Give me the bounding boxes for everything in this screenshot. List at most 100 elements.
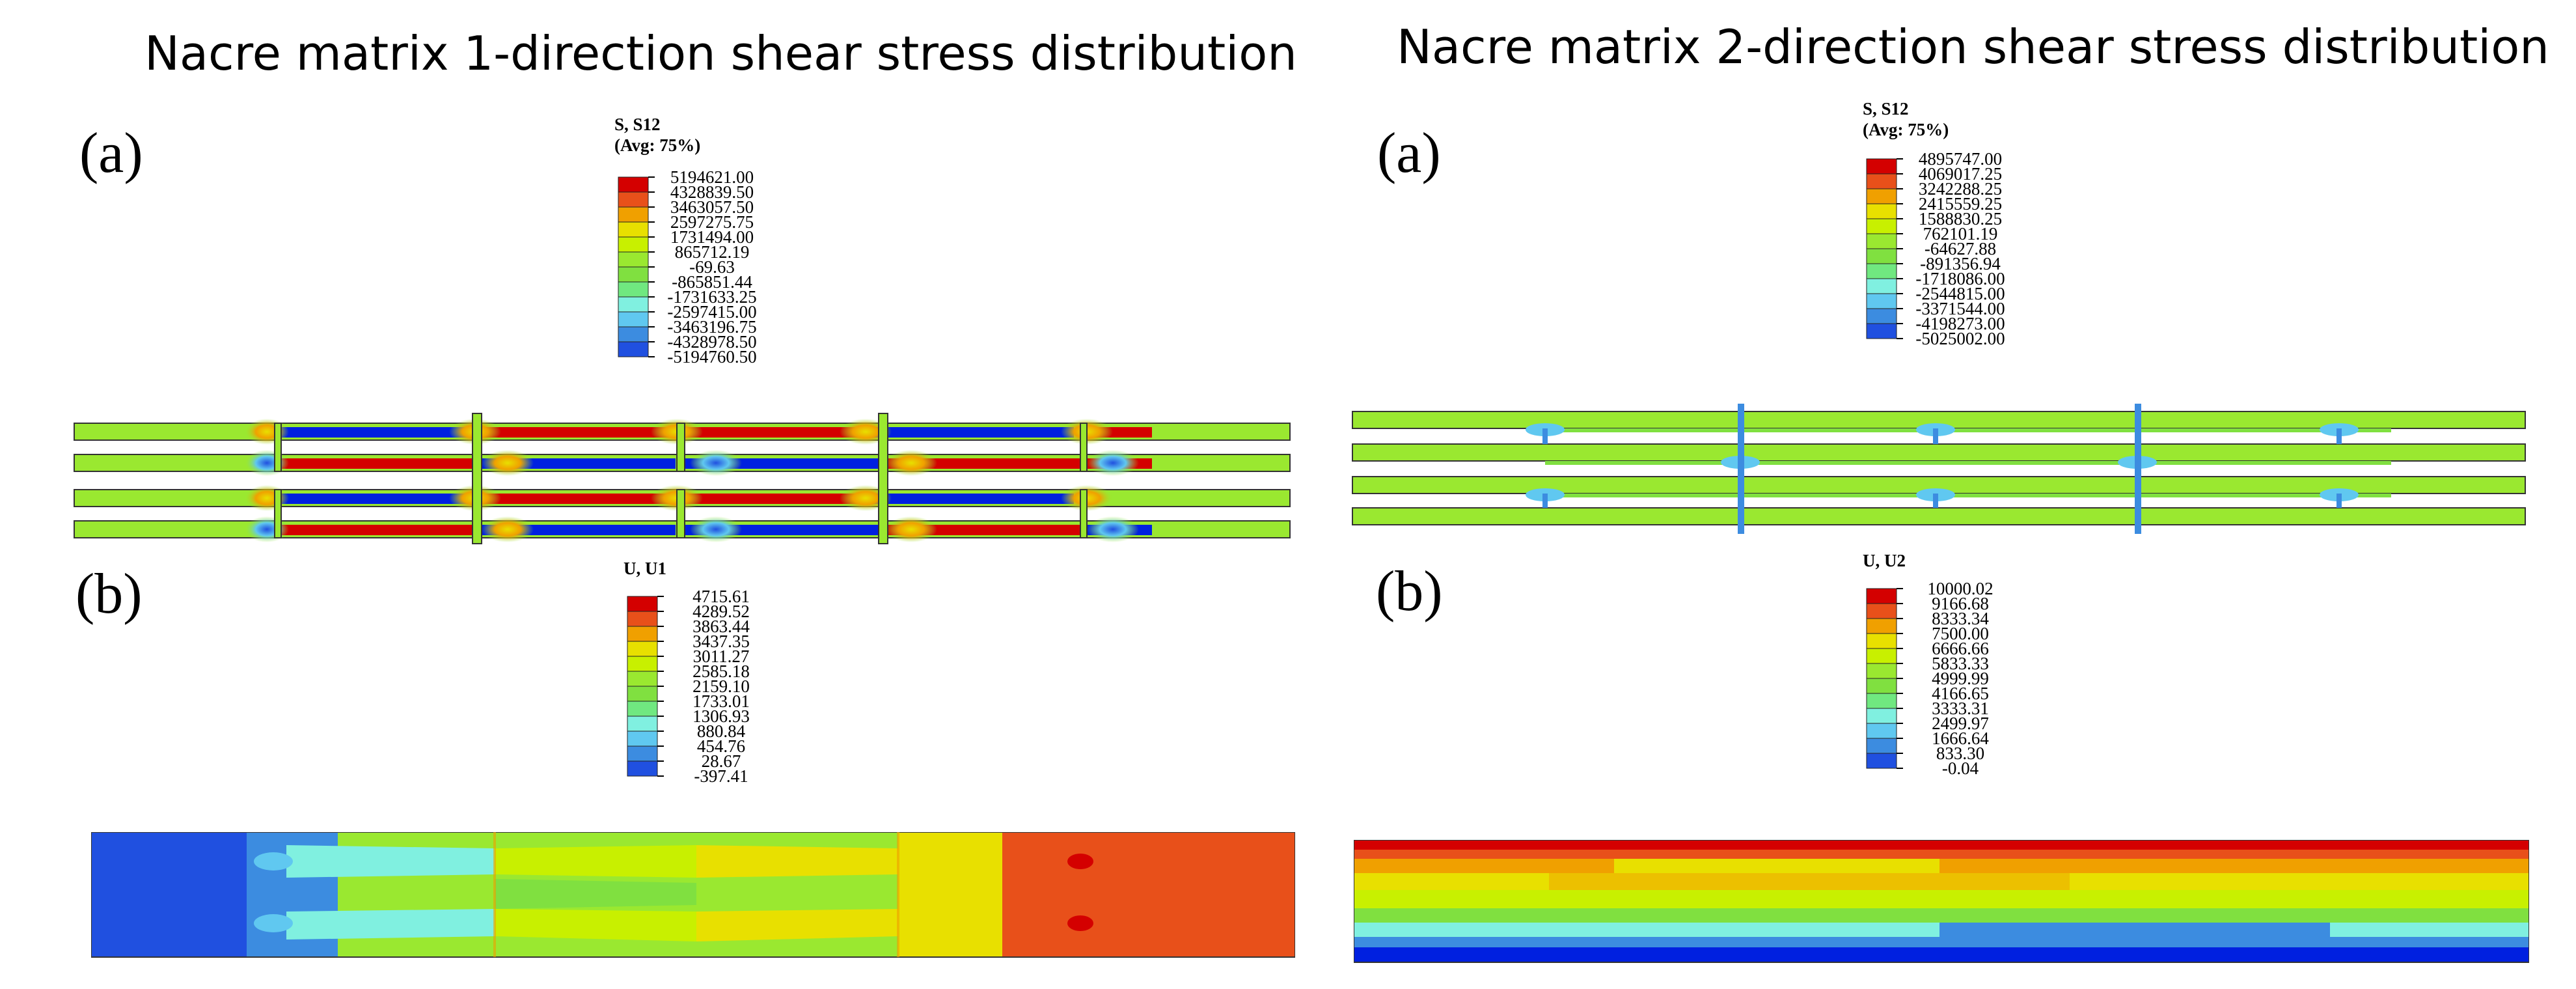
right-b-legend-value: 7500.00 (1932, 624, 1989, 643)
left-b-legend-swatch (627, 611, 658, 627)
left-b-legend-swatch (627, 596, 658, 612)
left-a-legend-swatch (618, 206, 649, 223)
left-b-legend-swatch (627, 731, 658, 747)
right-a-legend-swatch (1866, 203, 1897, 219)
right-a-legend-swatch (1866, 308, 1897, 324)
right-b-legend-value: 4166.65 (1932, 684, 1989, 703)
right-b-legend-swatch (1866, 588, 1897, 604)
left-a-legend-value: 3463057.50 (670, 197, 754, 217)
left-a-legend-value: -5194760.50 (667, 347, 756, 363)
left-b-legend-swatch (627, 686, 658, 702)
left-a-legend-swatch (618, 251, 649, 268)
right-b-legend-value: 833.30 (1936, 744, 1984, 763)
right-a-legend-swatch (1866, 323, 1897, 339)
left-b-legend-swatch (627, 671, 658, 687)
left-b-legend-value: 3863.44 (692, 617, 750, 636)
right-b-legend-swatch (1866, 723, 1897, 739)
right-panel-a-label: (a) (1377, 122, 1441, 185)
right-a-stress-contour (1352, 404, 2526, 534)
right-a-legend-variable: S, S12 (1863, 99, 1909, 118)
right-a-legend-value: 2415559.25 (1919, 194, 2002, 214)
left-a-legend-value: 2597275.75 (670, 212, 754, 232)
left-b-legend-value: 4715.61 (692, 590, 750, 606)
right-b-legend-swatch (1866, 648, 1897, 664)
left-a-legend-variable: S, S12 (614, 115, 661, 134)
left-a-legend-value: 4328839.50 (670, 182, 754, 202)
left-b-legend-swatch (627, 716, 658, 732)
right-b-legend-swatch (1866, 633, 1897, 649)
left-a-legend-value: -2597415.00 (667, 302, 756, 322)
right-b-legend-swatch (1866, 738, 1897, 754)
left-a-legend-swatch (618, 296, 649, 313)
left-a-legend-scale: 5194621.004328839.503463057.502597275.75… (618, 171, 757, 363)
right-a-legend-value: -3371544.00 (1915, 299, 2005, 318)
left-a-legend-value: -3463196.75 (667, 317, 756, 337)
left-a-legend-value: -4328978.50 (667, 332, 756, 352)
left-a-legend-swatch (618, 266, 649, 283)
left-a-platelet-gaps (274, 413, 1088, 544)
right-a-legend-value: -1718086.00 (1915, 269, 2005, 288)
right-b-displacement-contour (1354, 840, 2529, 963)
left-b-legend-value: 1733.01 (692, 691, 750, 711)
right-b-legend-variable: U, U2 (1863, 551, 1906, 570)
right-b-color-legend: 10000.02 9166.68 8333.34 7500.00 6666.66 5833… (1865, 582, 2080, 775)
right-b-legend-value: 10000.02 (1927, 582, 1993, 598)
left-a-legend-swatch (618, 281, 649, 298)
left-a-legend-swatch (618, 326, 649, 342)
left-b-legend-value: 880.84 (697, 721, 746, 741)
left-b-legend-value: 4289.52 (692, 602, 750, 621)
left-b-legend-value: 454.76 (697, 736, 745, 756)
left-a-legend-value: -1731633.25 (667, 287, 756, 307)
right-a-legend-value: 762101.19 (1923, 224, 1998, 244)
right-a-legend-swatch (1866, 263, 1897, 279)
left-panel-a-label: (a) (79, 122, 143, 185)
left-b-color-legend: 4715.61 4289.52 3863.44 3437.35 3011.27 2585.… (626, 590, 841, 783)
right-a-legend-value: 3242288.25 (1919, 179, 2002, 199)
right-a-platelet-gaps (1542, 404, 2342, 534)
left-a-legend-swatch (618, 341, 649, 357)
left-a-legend-swatch (618, 311, 649, 327)
right-b-legend-value: 4999.99 (1932, 669, 1989, 688)
right-b-legend-value: 5833.33 (1932, 654, 1989, 673)
right-panel-title: Nacre matrix 2-direction shear stress di… (1397, 20, 2549, 74)
right-a-legend-swatch (1866, 188, 1897, 204)
right-a-legend-value: 4069017.25 (1919, 164, 2002, 184)
right-b-legend-value: 6666.66 (1932, 639, 1989, 658)
left-b-legend-swatch (627, 745, 658, 762)
left-b-displacement-contour (91, 832, 1295, 958)
left-a-legend-value: 865712.19 (675, 242, 750, 262)
left-a-legend-swatch (618, 176, 649, 193)
right-b-legend-value: 9166.68 (1932, 594, 1989, 613)
left-a-color-legend: 5194621.00 4328839.50 3463057.50 2597275.75… (617, 171, 832, 363)
left-a-legend-value: -865851.44 (672, 272, 752, 292)
left-a-legend-swatch (618, 191, 649, 208)
right-a-legend-swatch (1866, 278, 1897, 294)
right-a-legend-value: -4198273.00 (1915, 314, 2005, 333)
right-a-legend-value: -5025002.00 (1915, 329, 2005, 345)
left-b-legend-value: 3437.35 (692, 632, 750, 651)
right-a-legend-swatch (1866, 293, 1897, 309)
left-b-legend-value: -397.41 (694, 766, 748, 783)
left-b-legend-scale: 4715.614289.523863.443437.353011.272585.… (627, 590, 750, 783)
left-panel-b-label: (b) (75, 563, 143, 626)
right-a-legend-swatch (1866, 218, 1897, 234)
right-a-legend-value: -891356.94 (1920, 254, 2001, 273)
left-a-stress-contour (74, 413, 1291, 544)
right-b-legend-value: -0.04 (1942, 759, 1979, 775)
left-b-legend-value: 2585.18 (692, 662, 750, 681)
right-b-legend-scale: 10000.029166.688333.347500.006666.665833… (1866, 582, 1994, 775)
right-b-legend-value: 3333.31 (1932, 699, 1989, 718)
right-a-color-legend: 4895747.00 4069017.25 3242288.25 2415559.25… (1865, 152, 2080, 345)
left-a-legend-swatch (618, 221, 649, 238)
right-a-matrix-bands (1545, 428, 2391, 497)
left-b-legend-variable: U, U1 (623, 559, 666, 578)
right-b-legend-swatch (1866, 618, 1897, 634)
left-b-legend-swatch (627, 701, 658, 717)
left-b-legend-swatch (627, 641, 658, 657)
left-b-legend-value: 2159.10 (692, 676, 750, 696)
left-a-legend-value: 1731494.00 (670, 227, 754, 247)
right-b-legend-value: 1666.64 (1932, 729, 1989, 748)
left-panel-title: Nacre matrix 1-direction shear stress di… (144, 26, 1297, 81)
left-b-legend-value: 28.67 (702, 751, 741, 771)
right-b-legend-swatch (1866, 663, 1897, 679)
